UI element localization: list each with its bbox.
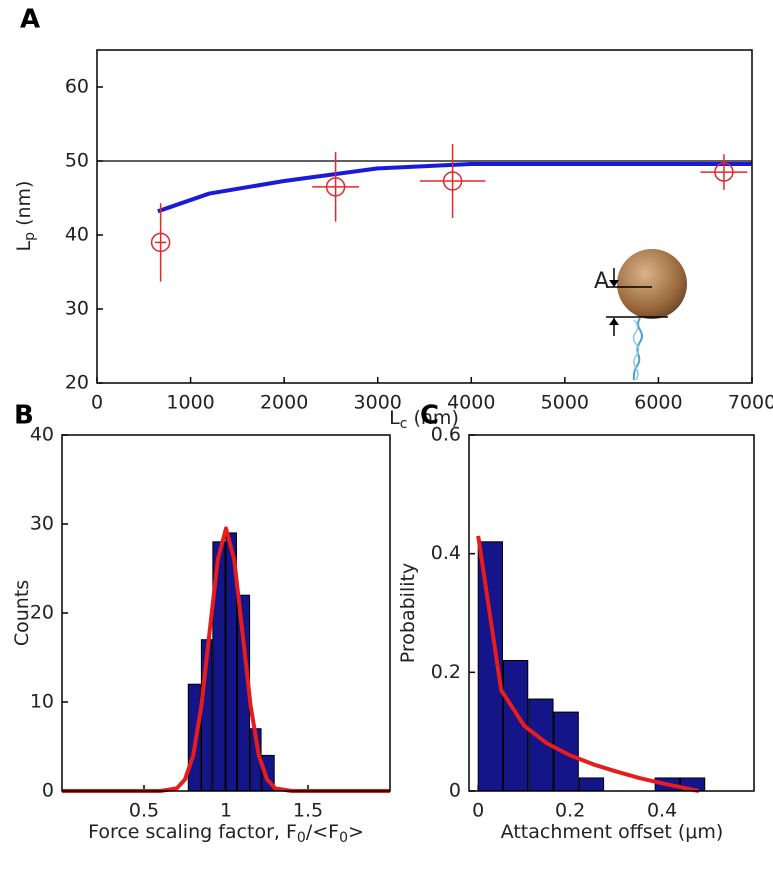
y-tick-label: 50 — [65, 150, 89, 172]
y-tick-label: 0 — [42, 780, 54, 802]
y-axis-label-part: p — [22, 232, 38, 241]
x-axis-label-part: (nm) — [407, 407, 458, 429]
x-axis-label-part: 0 — [297, 830, 306, 846]
y-axis-label: Counts — [11, 580, 33, 646]
y-axis-label: Lp (nm) — [13, 181, 39, 252]
point — [714, 162, 734, 182]
y-tick-label: 40 — [30, 424, 54, 446]
y-axis-label-part: (nm) — [13, 181, 35, 232]
fit-line — [157, 161, 752, 214]
x-tick-label: 7000 — [728, 392, 773, 414]
panel-label: A — [20, 5, 40, 35]
y-tick-label: 20 — [65, 372, 89, 394]
x-tick-label: 0.2 — [555, 800, 585, 822]
x-tick-label: 6000 — [634, 392, 682, 414]
x-axis-label-part: c — [400, 416, 408, 432]
x-tick-label: 1 — [220, 800, 232, 822]
x-tick-label: 2000 — [260, 392, 308, 414]
x-axis-label-part: /<F — [306, 821, 339, 843]
y-axis-label-part: Counts — [11, 580, 33, 646]
x-tick-label: 0 — [472, 800, 484, 822]
x-tick-label: 3000 — [354, 392, 402, 414]
x-axis-label-part: > — [348, 821, 364, 843]
y-axis-label-part: Probability — [397, 563, 419, 663]
y-tick-label: 60 — [65, 76, 89, 98]
panel-label: C — [420, 401, 439, 431]
y-tick-label: 40 — [65, 224, 89, 246]
point — [150, 232, 171, 253]
y-tick-label: 20 — [30, 602, 54, 624]
panel-label: B — [14, 401, 34, 431]
point — [442, 171, 463, 191]
dna — [632, 319, 640, 381]
inset-arrow — [609, 280, 619, 287]
y-tick-label: 0 — [449, 780, 461, 802]
inset: A — [594, 249, 687, 381]
y-tick-label: 30 — [65, 298, 89, 320]
x-tick-label: 4000 — [447, 392, 495, 414]
x-axis-label: Force scaling factor, F0/<F0> — [88, 821, 364, 847]
x-tick-label: 0.4 — [647, 800, 677, 822]
x-axis-label-part: L — [389, 407, 400, 429]
inset-label: A — [594, 269, 609, 294]
axes-frame — [96, 49, 753, 384]
point — [325, 177, 346, 197]
inset-arrow — [609, 318, 619, 325]
y-axis-label-part: L — [13, 240, 35, 251]
x-axis-label-part: Force scaling factor, F — [88, 821, 297, 843]
x-tick-label: 0.5 — [129, 800, 159, 822]
x-tick-label: 1000 — [166, 392, 214, 414]
fit-line — [476, 535, 700, 793]
x-tick-label: 0 — [91, 392, 103, 414]
x-axis-label: Attachment offset (μm) — [501, 821, 724, 843]
bar — [578, 777, 605, 792]
y-tick-label: 0.2 — [431, 661, 461, 683]
axes-frame — [468, 434, 755, 792]
x-axis-label-part: Attachment offset (μm) — [501, 821, 724, 843]
x-axis-label-part: 0 — [339, 830, 348, 846]
y-tick-label: 0.6 — [431, 424, 461, 446]
axes-frame — [61, 434, 391, 792]
x-tick-label: 5000 — [541, 392, 589, 414]
x-axis-label: Lc (nm) — [389, 407, 459, 433]
y-axis-label: Probability — [397, 563, 419, 663]
x-tick-label: 1.5 — [293, 800, 323, 822]
fit-line — [62, 526, 390, 793]
y-tick-label: 30 — [30, 513, 54, 535]
y-tick-label: 10 — [30, 691, 54, 713]
bead — [617, 249, 687, 319]
y-tick-label: 0.4 — [431, 542, 461, 564]
